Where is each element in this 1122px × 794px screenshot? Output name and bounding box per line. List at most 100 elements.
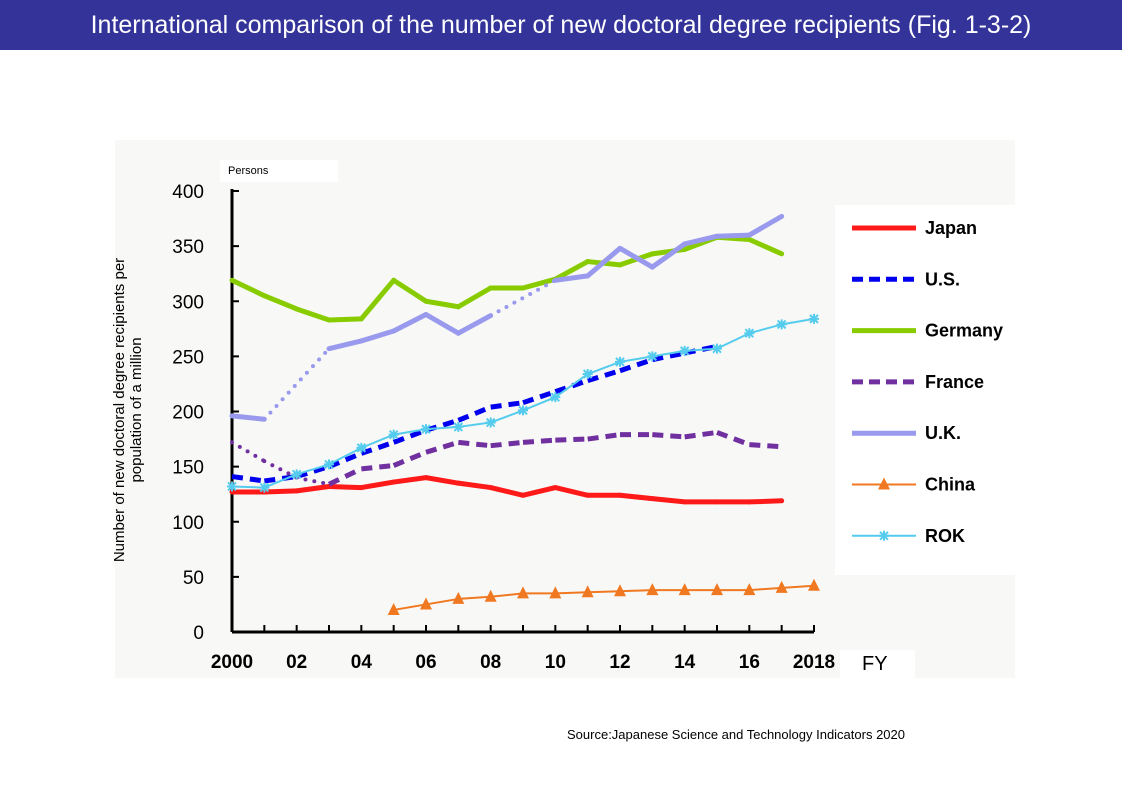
x-tick-label: 12 bbox=[609, 652, 630, 673]
x-tick-label: 2000 bbox=[211, 652, 253, 673]
series-rok-segment bbox=[392, 428, 427, 436]
series-france-segment bbox=[587, 432, 621, 442]
data-point-triangle bbox=[452, 591, 465, 604]
series-germany-segment bbox=[294, 306, 332, 323]
series-germany-segment bbox=[423, 298, 461, 310]
series-rok-segment bbox=[231, 485, 266, 489]
x-tick-label: 14 bbox=[674, 652, 696, 673]
series-germany-segment bbox=[520, 276, 558, 291]
series-rok-segment bbox=[554, 373, 589, 399]
series-japan-segment bbox=[552, 485, 591, 498]
series-us-segment bbox=[328, 451, 363, 469]
series-japan-segment bbox=[520, 485, 558, 498]
data-point-star bbox=[388, 429, 399, 440]
series-france-segment bbox=[652, 432, 685, 440]
series-china-segment bbox=[489, 592, 524, 598]
series-us-segment bbox=[295, 464, 330, 479]
x-tick-label: 16 bbox=[739, 652, 760, 673]
series-us-segment bbox=[522, 389, 557, 406]
series-rok-segment bbox=[489, 409, 524, 424]
series-us-segment bbox=[490, 400, 524, 410]
series-uk-segment bbox=[455, 313, 494, 336]
series-germany-segment bbox=[455, 285, 494, 310]
data-point-triangle bbox=[517, 586, 529, 599]
data-point-star bbox=[744, 328, 755, 339]
series-china-segment bbox=[554, 591, 589, 595]
data-point-triangle bbox=[743, 583, 756, 596]
data-point-triangle bbox=[420, 597, 432, 610]
data-point-star bbox=[776, 319, 787, 330]
x-tick-label: 08 bbox=[480, 652, 501, 673]
series-rok-segment bbox=[586, 360, 621, 376]
data-point-triangle bbox=[775, 580, 788, 593]
series-japan-segment bbox=[746, 498, 785, 505]
series-us-segment bbox=[651, 350, 686, 363]
series-china-segment bbox=[392, 603, 427, 611]
series-us-segment bbox=[554, 378, 589, 395]
data-point-star bbox=[550, 392, 561, 403]
series-france-segment bbox=[425, 439, 460, 455]
series-japan-segment bbox=[261, 488, 300, 495]
series-france-segment bbox=[490, 439, 524, 449]
data-point-star bbox=[259, 482, 270, 493]
series-rok-segment bbox=[295, 463, 330, 476]
series-germany-segment bbox=[391, 277, 429, 304]
series-uk-segment bbox=[585, 245, 623, 279]
series-uk-segment bbox=[488, 278, 558, 318]
y-tick-label: 150 bbox=[172, 458, 204, 479]
data-point-star bbox=[421, 424, 431, 435]
series-japan-segment bbox=[326, 483, 364, 491]
y-unit-label: Persons bbox=[220, 160, 338, 182]
series-us-segment bbox=[231, 474, 265, 484]
series-uk-segment bbox=[746, 213, 785, 238]
data-point-star bbox=[518, 405, 528, 416]
series-france-segment bbox=[716, 430, 751, 447]
legend-label: France bbox=[925, 372, 984, 392]
legend-marker-star bbox=[879, 530, 889, 541]
series-china-segment bbox=[748, 586, 783, 592]
series-rok-segment bbox=[748, 323, 783, 335]
series-china-segment bbox=[619, 589, 654, 593]
data-point-star bbox=[647, 351, 658, 362]
series-france-segment bbox=[749, 442, 782, 450]
legend-label: ROK bbox=[925, 526, 965, 546]
y-tick-label: 350 bbox=[172, 237, 204, 258]
series-france-segment bbox=[555, 436, 588, 443]
series-uk-segment bbox=[391, 311, 429, 334]
series-germany-segment bbox=[552, 259, 591, 282]
series-china-segment bbox=[780, 584, 815, 589]
data-point-star bbox=[809, 313, 819, 324]
y-tick-label: 400 bbox=[172, 182, 204, 203]
series-germany-segment bbox=[229, 277, 267, 299]
series-uk-segment bbox=[326, 338, 364, 352]
series-uk-segment bbox=[423, 311, 461, 336]
series-rok-segment bbox=[522, 396, 557, 412]
data-point-star bbox=[227, 481, 237, 492]
legend-marker-triangle bbox=[878, 477, 890, 490]
y-tick-label: 0 bbox=[193, 623, 204, 644]
series-us-segment bbox=[684, 344, 718, 356]
y-tick-label: 300 bbox=[172, 292, 204, 313]
series-france-segment bbox=[458, 439, 491, 449]
series-rok-segment bbox=[651, 349, 686, 358]
data-point-star bbox=[356, 442, 367, 453]
slide-title: International comparison of the number o… bbox=[0, 0, 1122, 50]
series-france-segment bbox=[230, 440, 267, 464]
series-japan-segment bbox=[358, 479, 397, 491]
data-point-triangle bbox=[646, 583, 659, 596]
series-rok-segment bbox=[683, 347, 718, 352]
series-uk-segment bbox=[262, 346, 331, 422]
series-us-segment bbox=[360, 440, 395, 456]
data-point-triangle bbox=[387, 602, 400, 615]
data-point-star bbox=[453, 421, 464, 432]
series-china-segment bbox=[425, 597, 460, 606]
data-point-star bbox=[582, 369, 593, 380]
series-japan-segment bbox=[488, 485, 526, 498]
data-point-star bbox=[679, 345, 690, 356]
series-france-segment bbox=[361, 463, 394, 472]
series-us-segment bbox=[586, 368, 621, 384]
data-point-star bbox=[324, 459, 334, 470]
series-rok-segment bbox=[619, 355, 654, 363]
series-germany-segment bbox=[746, 237, 785, 257]
x-axis-title: FY bbox=[840, 650, 915, 678]
